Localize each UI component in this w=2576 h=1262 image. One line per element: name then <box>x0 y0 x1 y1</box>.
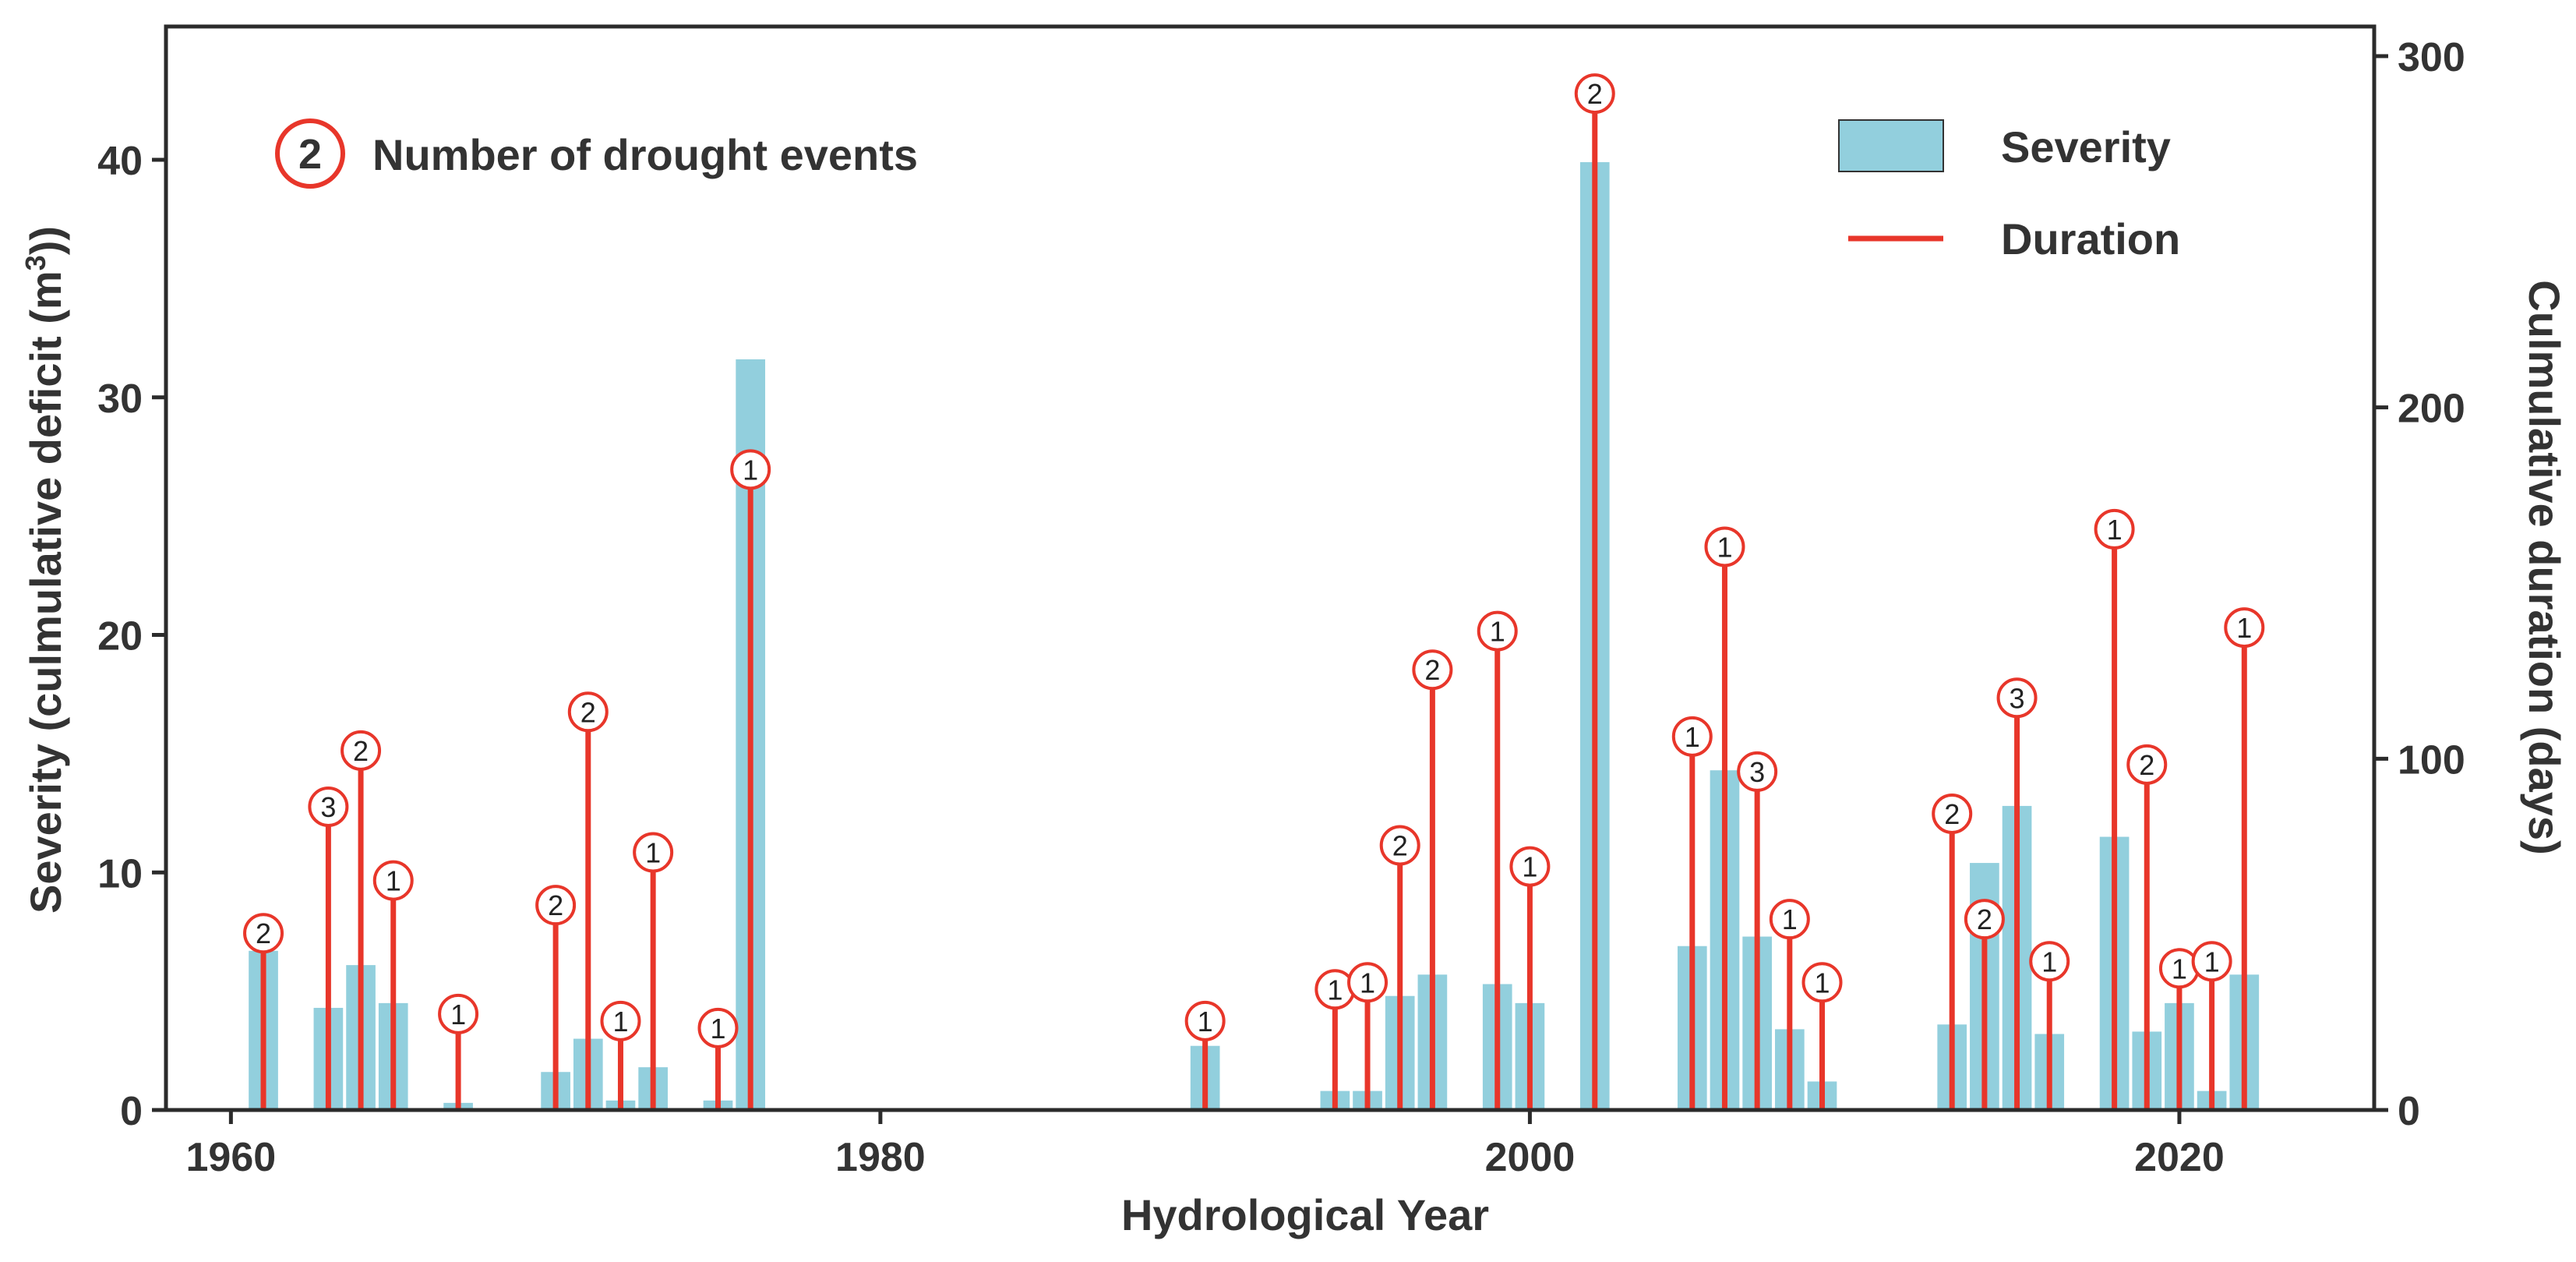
event-count-2007: 3 <box>1749 756 1765 788</box>
event-count-2002: 2 <box>1587 78 1603 110</box>
event-count-1972: 1 <box>612 1006 628 1038</box>
event-count-2022: 1 <box>2236 612 2252 644</box>
event-count-1990: 1 <box>1198 1006 1213 1038</box>
event-count-2015: 3 <box>2010 682 2025 714</box>
legend-duration-label: Duration <box>2001 214 2180 263</box>
events-legend-label: Number of drought events <box>372 130 918 179</box>
event-marker-circle-2002 <box>1574 73 1615 115</box>
event-count-1971: 2 <box>580 696 596 728</box>
events-legend: 2 Number of drought events <box>275 118 918 189</box>
duration-stems <box>260 112 2247 1110</box>
series-legend: Severity Duration <box>1838 119 2180 263</box>
event-count-1965: 1 <box>386 865 401 897</box>
event-marker-circle-1973 <box>633 832 674 873</box>
event-marker-circle-1972 <box>600 1000 641 1041</box>
event-count-2009: 1 <box>1814 967 1830 999</box>
event-marker-circle-1976 <box>730 449 771 490</box>
event-count-2018: 1 <box>2107 514 2123 546</box>
event-marker-circle-1970 <box>535 885 577 926</box>
event-marker-circle-1999 <box>1477 610 1518 652</box>
events-legend-circle <box>275 118 345 189</box>
event-marker-circle-1964 <box>341 730 382 771</box>
y-right-tick-label-0: 0 <box>2398 1089 2420 1134</box>
event-count-1961: 2 <box>256 917 271 949</box>
event-count-2016: 1 <box>2041 946 2057 977</box>
axes <box>164 24 2377 1112</box>
event-marker-circle-2018 <box>2094 508 2135 550</box>
y-left-tick-label-10: 10 <box>97 851 143 896</box>
event-count-2008: 1 <box>1782 903 1798 935</box>
event-count-2006: 1 <box>1717 531 1732 563</box>
event-count-1970: 2 <box>548 889 563 921</box>
event-marker-circle-1965 <box>372 860 414 901</box>
event-marker-circle-1995 <box>1347 962 1389 1003</box>
legend-severity-label: Severity <box>2001 122 2171 171</box>
event-count-2005: 1 <box>1685 721 1700 753</box>
event-marker-circle-1961 <box>243 913 284 954</box>
event-count-2014: 2 <box>1977 903 1992 935</box>
y-right-axis-title: Culmulative duration (days) <box>2520 280 2569 854</box>
y-left-tick-label-30: 30 <box>97 376 143 422</box>
event-count-1973: 1 <box>645 837 661 869</box>
event-count-1995: 1 <box>1360 967 1375 999</box>
event-marker-circle-1963 <box>308 786 349 827</box>
event-marker-circle-2015 <box>1996 677 2038 719</box>
x-tick-label-1980: 1980 <box>835 1135 926 1180</box>
event-count-1963: 3 <box>320 791 336 823</box>
y-left-tick-label-40: 40 <box>97 139 143 184</box>
legend-severity-swatch <box>1838 119 1944 172</box>
event-count-1994: 1 <box>1327 974 1343 1006</box>
event-count-1967: 1 <box>450 999 466 1030</box>
y-right-tick-label-200: 200 <box>2398 387 2465 432</box>
event-count-1996: 2 <box>1392 830 1408 862</box>
event-count-1975: 1 <box>710 1013 725 1045</box>
event-marker-circle-2009 <box>1801 962 1843 1003</box>
event-count-1964: 2 <box>353 735 369 767</box>
event-count-2013: 2 <box>1944 798 1960 830</box>
event-marker-circle-2006 <box>1704 526 1745 567</box>
x-tick-label-2020: 2020 <box>2134 1135 2225 1180</box>
event-count-1976: 1 <box>743 454 758 486</box>
event-count-2021: 1 <box>2204 946 2220 977</box>
event-marker-circle-2000 <box>1509 846 1551 887</box>
event-marker-circle-2013 <box>1932 793 1973 834</box>
event-marker-circle-1996 <box>1379 825 1420 866</box>
event-count-2019: 2 <box>2139 749 2154 781</box>
y-left-tick-label-0: 0 <box>120 1089 143 1134</box>
event-marker-circle-2021 <box>2191 941 2232 982</box>
event-marker-circle-1997 <box>1412 649 1453 691</box>
event-count-1999: 1 <box>1490 616 1505 648</box>
event-marker-circle-2005 <box>1671 716 1713 757</box>
y-right-tick-label-300: 300 <box>2398 35 2465 80</box>
event-count-2000: 1 <box>1522 851 1537 883</box>
event-count-2020: 1 <box>2172 953 2187 985</box>
event-marker-circle-1975 <box>697 1007 739 1048</box>
x-tick-label-2000: 2000 <box>1485 1135 1576 1180</box>
x-tick-label-1960: 1960 <box>186 1135 277 1180</box>
event-marker-circle-2014 <box>1964 899 2005 940</box>
y-right-tick-label-100: 100 <box>2398 737 2465 783</box>
events-legend-symbol: 2 <box>298 131 322 178</box>
event-marker-circle-2007 <box>1737 751 1778 792</box>
event-marker-circle-1971 <box>567 691 609 733</box>
event-marker-circle-1967 <box>438 993 479 1034</box>
event-marker-circle-2019 <box>2126 744 2168 785</box>
event-marker-circle-2016 <box>2029 941 2070 982</box>
x-axis-title: Hydrological Year <box>1121 1190 1489 1239</box>
y-left-axis-title: Severity (culmulative deficit (m3)) <box>19 226 71 914</box>
event-count-1997: 2 <box>1424 654 1440 686</box>
event-marker-circle-1990 <box>1184 1000 1226 1041</box>
event-marker-circle-2022 <box>2224 607 2265 649</box>
axis-ticks: 1960 1980 2000 2020 0 10 20 30 40 0 100 200 300 <box>97 35 2465 1180</box>
y-left-tick-label-20: 20 <box>97 614 143 659</box>
event-marker-circle-2008 <box>1769 899 1810 940</box>
plot-frame <box>164 24 2377 1112</box>
severity-bars <box>249 162 2260 1111</box>
